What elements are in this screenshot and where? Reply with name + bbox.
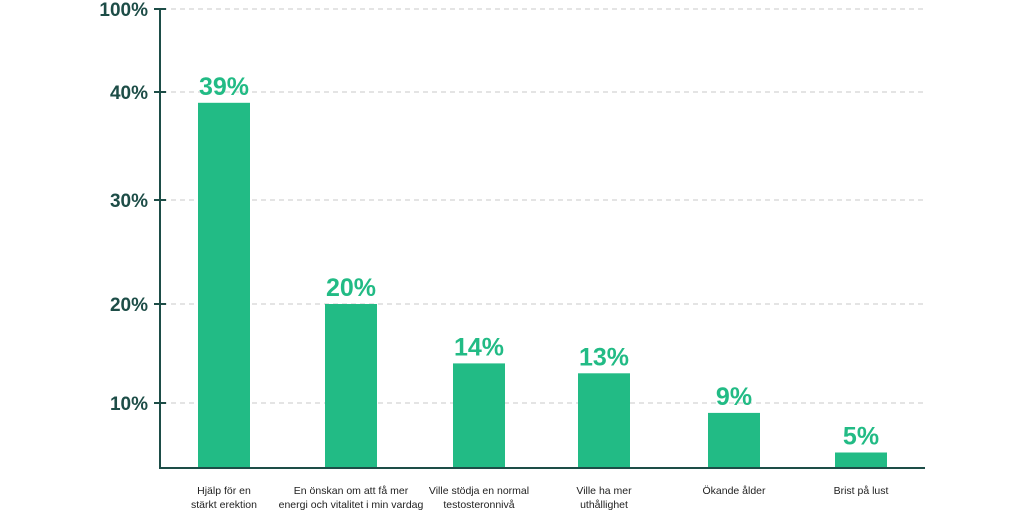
bar [708, 412, 760, 468]
data-label: 20% [326, 274, 376, 302]
x-tick-label-line: energi och vitalitet i min vardag [279, 499, 424, 511]
x-tick-label-line: Brist på lust [834, 485, 889, 497]
gridlines [162, 8, 925, 404]
x-tick-label-line: testosteronnivå [443, 499, 514, 511]
x-tick-label: Hjälp för en stärkt erektion [191, 485, 257, 511]
x-tick-label-line: Ökande ålder [702, 485, 766, 497]
y-tick-label: 20% [110, 295, 148, 316]
x-tick-label-line: Ville ha mer [576, 485, 632, 497]
x-tick-label-line: uthållighet [580, 499, 628, 511]
bar [578, 373, 630, 468]
bar [835, 452, 887, 468]
y-tick-label: 100% [99, 0, 148, 21]
x-tick-label-line: Hjälp för en [197, 485, 251, 497]
x-tick-label: Ville ha mer uthållighet [576, 485, 632, 511]
axes [159, 9, 925, 469]
data-label: 39% [199, 73, 249, 101]
bar [198, 102, 250, 469]
bars [198, 102, 887, 469]
value-labels: 39% 20% 14% 13% 9% 5% [199, 73, 879, 451]
y-tick-label: 40% [110, 83, 148, 104]
x-tick-label: Brist på lust [834, 485, 889, 497]
category-labels: Hjälp för en stärkt erektion En önskan om … [191, 485, 888, 511]
x-tick-label-line: En önskan om att få mer [294, 485, 409, 497]
x-tick-label-line: Ville stödja en normal [429, 485, 529, 497]
data-label: 14% [454, 333, 504, 361]
x-tick-label: En önskan om att få mer energi och vitali… [279, 485, 424, 511]
x-tick-label: Ökande ålder [702, 485, 766, 497]
data-label: 9% [716, 383, 752, 411]
data-label: 5% [843, 423, 879, 451]
bar [453, 363, 505, 468]
y-tick-label: 10% [110, 394, 148, 415]
x-tick-label-line: stärkt erektion [191, 499, 257, 511]
y-axis-ticks: 10% 20% 30% 40% 100% [99, 0, 166, 415]
y-tick-label: 30% [110, 191, 148, 212]
x-tick-label: Ville stödja en normal testosteronnivå [429, 485, 529, 511]
data-label: 13% [579, 343, 629, 371]
bar [325, 304, 377, 468]
